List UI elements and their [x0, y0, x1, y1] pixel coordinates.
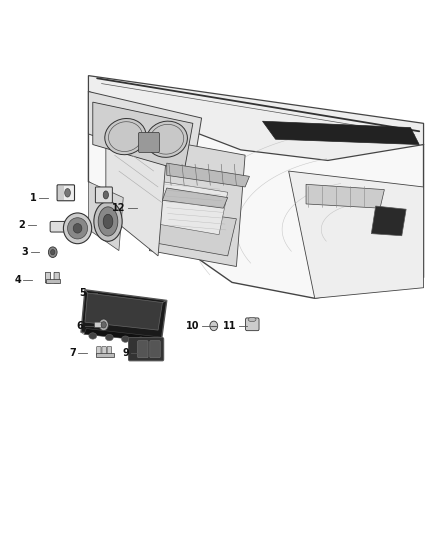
- Polygon shape: [88, 182, 123, 251]
- FancyBboxPatch shape: [95, 187, 113, 203]
- Polygon shape: [167, 163, 250, 187]
- Ellipse shape: [248, 317, 256, 321]
- FancyBboxPatch shape: [46, 272, 50, 283]
- Polygon shape: [149, 139, 245, 266]
- Text: 11: 11: [223, 321, 237, 331]
- Polygon shape: [289, 171, 424, 298]
- Ellipse shape: [89, 333, 97, 339]
- Ellipse shape: [146, 121, 187, 157]
- FancyBboxPatch shape: [246, 318, 259, 330]
- Ellipse shape: [137, 337, 145, 343]
- Polygon shape: [88, 92, 201, 171]
- Ellipse shape: [67, 217, 88, 239]
- Ellipse shape: [73, 223, 82, 233]
- Ellipse shape: [106, 334, 113, 341]
- Bar: [46, 279, 60, 284]
- FancyBboxPatch shape: [97, 346, 101, 355]
- Polygon shape: [106, 128, 167, 256]
- Ellipse shape: [99, 319, 109, 330]
- FancyBboxPatch shape: [138, 132, 159, 152]
- Ellipse shape: [101, 321, 106, 328]
- FancyBboxPatch shape: [58, 186, 64, 200]
- Polygon shape: [84, 328, 160, 342]
- Ellipse shape: [98, 207, 118, 236]
- Text: 2: 2: [18, 220, 25, 230]
- FancyBboxPatch shape: [102, 346, 106, 355]
- Text: 4: 4: [14, 275, 21, 285]
- Text: 12: 12: [113, 203, 126, 213]
- Text: 6: 6: [77, 321, 83, 331]
- FancyBboxPatch shape: [138, 341, 148, 358]
- Polygon shape: [262, 121, 419, 144]
- Ellipse shape: [210, 321, 218, 330]
- Text: 7: 7: [70, 349, 76, 359]
- FancyBboxPatch shape: [54, 272, 59, 283]
- Text: 10: 10: [186, 321, 199, 331]
- Ellipse shape: [65, 189, 71, 197]
- Ellipse shape: [105, 118, 146, 155]
- Text: 1: 1: [30, 192, 37, 203]
- Ellipse shape: [121, 336, 129, 342]
- Polygon shape: [154, 208, 237, 256]
- Circle shape: [48, 247, 57, 257]
- Polygon shape: [81, 290, 167, 340]
- Text: 9: 9: [122, 349, 129, 359]
- Polygon shape: [88, 76, 424, 160]
- Ellipse shape: [94, 201, 122, 241]
- Text: 3: 3: [21, 247, 28, 257]
- Polygon shape: [88, 92, 424, 298]
- Ellipse shape: [64, 213, 92, 244]
- FancyBboxPatch shape: [107, 346, 112, 355]
- Polygon shape: [162, 188, 228, 208]
- Text: 5: 5: [80, 288, 86, 298]
- Polygon shape: [93, 102, 193, 171]
- Polygon shape: [158, 182, 228, 235]
- FancyBboxPatch shape: [128, 337, 164, 361]
- FancyBboxPatch shape: [95, 322, 102, 327]
- FancyBboxPatch shape: [50, 221, 74, 232]
- Ellipse shape: [103, 214, 113, 229]
- Bar: [96, 353, 114, 357]
- FancyBboxPatch shape: [150, 341, 160, 358]
- Polygon shape: [371, 206, 406, 236]
- Ellipse shape: [103, 191, 109, 199]
- Circle shape: [50, 249, 55, 255]
- FancyBboxPatch shape: [57, 185, 74, 201]
- Polygon shape: [85, 293, 162, 330]
- Polygon shape: [306, 184, 385, 208]
